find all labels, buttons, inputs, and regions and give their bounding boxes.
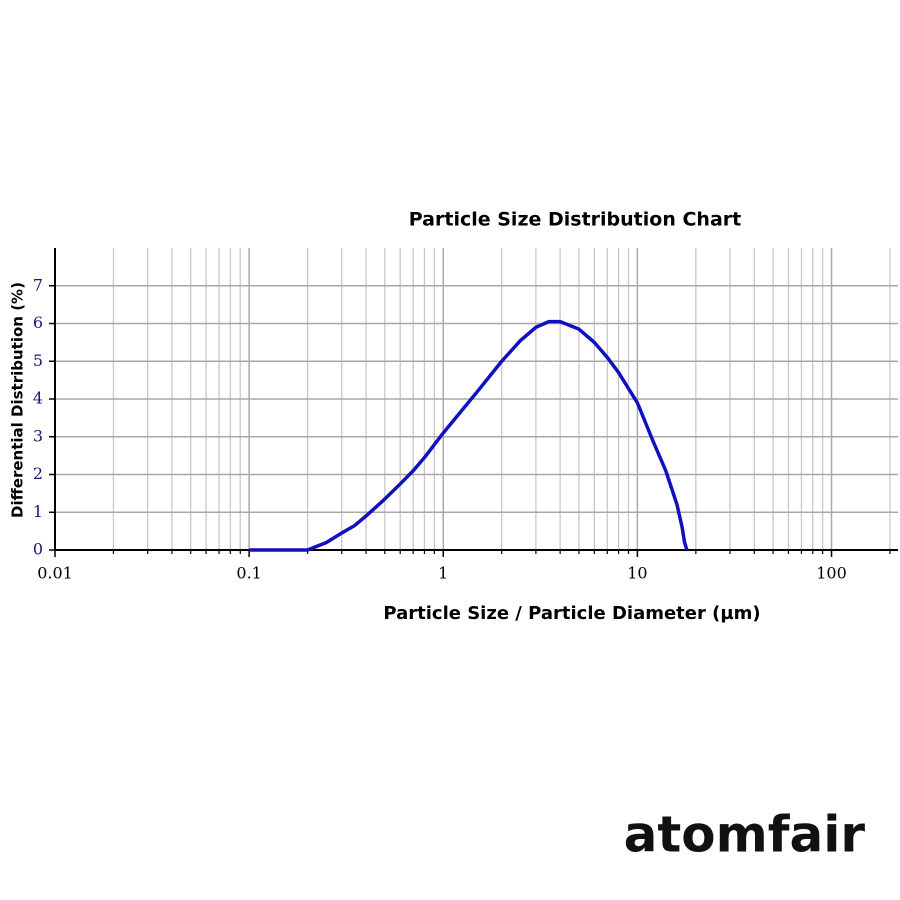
y-tick-label: 7 (33, 275, 43, 294)
x-tick-label: 10 (627, 564, 647, 583)
x-tick-label: 0.01 (37, 564, 73, 583)
brand-logo: atomfair (624, 806, 866, 864)
chart-title: Particle Size Distribution Chart (409, 209, 741, 231)
y-tick-label: 2 (33, 464, 43, 483)
x-tick-label: 100 (816, 564, 847, 583)
x-tick-label: 0.1 (236, 564, 261, 583)
x-axis-label: Particle Size / Particle Diameter (µm) (383, 603, 760, 624)
y-tick-label: 1 (33, 502, 43, 521)
y-axis-label: Differential Distribution (%) (9, 282, 27, 518)
y-tick-label: 0 (33, 540, 43, 559)
y-tick-label: 3 (33, 426, 43, 445)
data-line (249, 319, 689, 552)
y-tick-label: 6 (33, 313, 43, 332)
y-tick-label: 5 (33, 351, 43, 370)
y-tick-label: 4 (33, 389, 43, 408)
x-tick-label: 1 (438, 564, 448, 583)
